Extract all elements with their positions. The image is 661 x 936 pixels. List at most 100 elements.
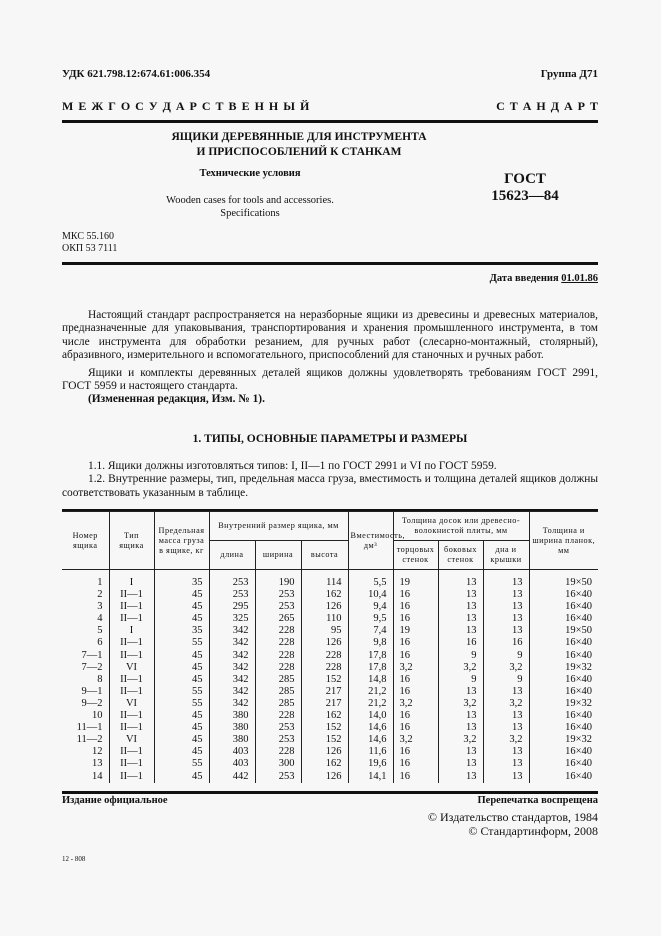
cell-bottom-lid: 13 <box>482 685 530 698</box>
cell-type: II—1 <box>108 770 155 783</box>
cell-type: VI <box>108 697 155 711</box>
header-bottom-lid: дна и крышки <box>482 540 530 570</box>
cell-capacity: 17,8 <box>347 661 394 674</box>
cell-strips: 16×40 <box>528 649 599 662</box>
cell-width: 190 <box>254 569 302 590</box>
header-mass: Предельная масса груза в ящике, кг <box>153 511 210 570</box>
cell-side-walls: 9 <box>437 673 484 686</box>
cell-side-walls: 13 <box>437 625 484 638</box>
copyright-2: © Стандартинформ, 2008 <box>468 824 598 838</box>
copyright: © Издательство стандартов, 1984 © Станда… <box>428 810 598 838</box>
table-row: 7—1 II—1 45 342 228 228 17,8 16 9 9 16×40 <box>62 649 599 662</box>
cell-capacity: 17,8 <box>347 649 394 662</box>
cell-width: 253 <box>254 589 302 602</box>
intro-text: Настоящий стандарт распространяется на н… <box>62 309 598 407</box>
cell-end-walls: 16 <box>392 613 439 626</box>
english-line-2: Specifications <box>220 207 280 219</box>
cell-capacity: 5,5 <box>347 569 394 590</box>
cell-capacity: 9,5 <box>347 613 394 626</box>
cell-capacity: 11,6 <box>347 746 394 759</box>
cell-capacity: 10,4 <box>347 589 394 602</box>
cell-side-walls: 13 <box>437 758 484 771</box>
cell-type: II—1 <box>108 758 155 771</box>
cell-side-walls: 16 <box>437 637 484 650</box>
header-length: длина <box>208 540 256 570</box>
cell-bottom-lid: 13 <box>482 569 530 590</box>
cell-height: 228 <box>300 661 349 674</box>
cell-width: 265 <box>254 613 302 626</box>
cell-height: 95 <box>300 625 349 638</box>
header-side-walls: боковых стенок <box>437 540 484 570</box>
table-body: 1 I 35 253 190 114 5,5 19 13 13 19×50 2 II—1 45 253 253… <box>62 569 599 783</box>
cell-mass: 35 <box>153 569 210 590</box>
introduction-date: Дата введения 01.01.86 <box>490 273 598 284</box>
cell-type: II—1 <box>108 589 155 602</box>
cell-end-walls: 16 <box>392 589 439 602</box>
cell-bottom-lid: 13 <box>482 710 530 723</box>
cell-height: 162 <box>300 758 349 771</box>
amendment-note: (Измененная редакция, Изм. № 1). <box>88 393 265 406</box>
table-row: 11—2 VI 45 380 253 152 14,6 3,2 3,2 3,2 19×32 <box>62 734 599 747</box>
cell-end-walls: 16 <box>392 601 439 614</box>
interstate-label: М Е Ж Г О С У Д А Р С Т В Е Н Н Ы Й <box>62 99 310 113</box>
classification-codes: МКС 55.160 ОКП 53 7111 <box>62 231 117 255</box>
document-title: ЯЩИКИ ДЕРЕВЯННЫЕ ДЛЯ ИНСТРУМЕНТА И ПРИСП… <box>62 130 536 160</box>
cell-end-walls: 19 <box>392 569 439 590</box>
cell-width: 285 <box>254 685 302 698</box>
header-number: Номер ящика <box>62 511 110 570</box>
standard-label: С Т А Н Д А Р Т <box>496 99 598 113</box>
copyright-1: © Издательство стандартов, 1984 <box>427 810 598 824</box>
top-rule <box>62 120 598 123</box>
cell-bottom-lid: 13 <box>482 746 530 759</box>
gost-number: ГОСТ 15623—84 <box>470 171 580 205</box>
cell-number: 10 <box>62 710 110 723</box>
cell-side-walls: 13 <box>437 589 484 602</box>
cell-bottom-lid: 13 <box>482 722 530 735</box>
cell-end-walls: 19 <box>392 625 439 638</box>
cell-type: I <box>108 625 155 638</box>
cell-strips: 19×32 <box>528 697 599 711</box>
cell-mass: 45 <box>153 661 210 674</box>
date-label: Дата введения <box>489 273 559 284</box>
cell-length: 342 <box>208 685 256 698</box>
cell-side-walls: 13 <box>437 685 484 698</box>
cell-height: 217 <box>300 685 349 698</box>
cell-width: 253 <box>254 722 302 735</box>
table-row: 2 II—1 45 253 253 162 10,4 16 13 13 16×40 <box>62 589 599 602</box>
cell-type: VI <box>108 734 155 747</box>
header-end-walls: торцовых стенок <box>392 540 439 570</box>
cell-height: 162 <box>300 710 349 723</box>
cell-bottom-lid: 13 <box>482 770 530 783</box>
cell-length: 253 <box>208 569 256 590</box>
cell-mass: 45 <box>153 722 210 735</box>
table-row: 9—1 II—1 55 342 285 217 21,2 16 13 13 16×40 <box>62 685 599 698</box>
cell-mass: 45 <box>153 601 210 614</box>
cell-side-walls: 13 <box>437 601 484 614</box>
cell-type: II—1 <box>108 722 155 735</box>
intro-paragraph-1: Настоящий стандарт распространяется на н… <box>62 309 598 362</box>
cell-mass: 45 <box>153 589 210 602</box>
cell-end-walls: 3,2 <box>392 697 439 711</box>
cell-number: 8 <box>62 673 110 686</box>
table-row: 5 I 35 342 228 95 7,4 19 13 13 19×50 <box>62 625 599 638</box>
cell-number: 3 <box>62 601 110 614</box>
cell-capacity: 14,6 <box>347 722 394 735</box>
cell-number: 4 <box>62 613 110 626</box>
cell-strips: 16×40 <box>528 613 599 626</box>
cell-width: 228 <box>254 649 302 662</box>
cell-type: II—1 <box>108 685 155 698</box>
cell-length: 342 <box>208 673 256 686</box>
table-row: 13 II—1 55 403 300 162 19,6 16 13 13 16×40 <box>62 758 599 771</box>
cell-number: 2 <box>62 589 110 602</box>
table-row: 10 II—1 45 380 228 162 14,0 16 13 13 16×40 <box>62 710 599 723</box>
cell-number: 9—2 <box>62 697 110 711</box>
cell-end-walls: 16 <box>392 746 439 759</box>
cell-width: 228 <box>254 710 302 723</box>
cell-height: 126 <box>300 770 349 783</box>
cell-mass: 45 <box>153 710 210 723</box>
cell-length: 380 <box>208 722 256 735</box>
cell-length: 342 <box>208 649 256 662</box>
cell-length: 342 <box>208 625 256 638</box>
cell-bottom-lid: 13 <box>482 601 530 614</box>
table-row: 1 I 35 253 190 114 5,5 19 13 13 19×50 <box>62 569 599 590</box>
